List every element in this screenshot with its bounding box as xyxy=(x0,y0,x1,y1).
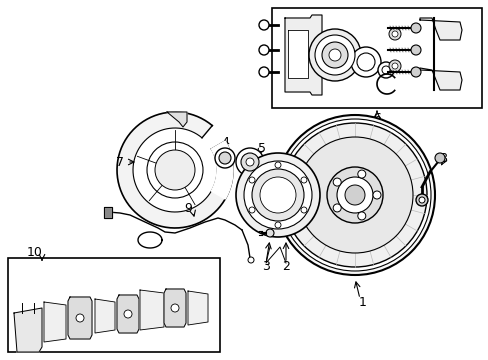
Circle shape xyxy=(410,67,420,77)
Circle shape xyxy=(377,62,393,78)
Circle shape xyxy=(391,31,397,37)
Polygon shape xyxy=(287,30,307,78)
Circle shape xyxy=(314,35,354,75)
Circle shape xyxy=(259,45,268,55)
Circle shape xyxy=(248,177,255,183)
Circle shape xyxy=(251,169,304,221)
Text: 10: 10 xyxy=(27,247,43,260)
Circle shape xyxy=(147,142,203,198)
Bar xyxy=(271,8,481,108)
Circle shape xyxy=(171,304,179,312)
Polygon shape xyxy=(167,112,186,127)
Circle shape xyxy=(76,314,84,322)
Polygon shape xyxy=(419,68,461,90)
Circle shape xyxy=(274,115,434,275)
Circle shape xyxy=(155,150,195,190)
Polygon shape xyxy=(187,291,207,325)
Circle shape xyxy=(321,42,347,68)
Text: 6: 6 xyxy=(372,112,380,125)
Circle shape xyxy=(388,60,400,72)
Circle shape xyxy=(274,162,281,168)
Text: 9: 9 xyxy=(183,202,192,215)
Circle shape xyxy=(372,191,380,199)
Circle shape xyxy=(357,212,365,220)
Circle shape xyxy=(215,148,235,168)
Circle shape xyxy=(350,47,380,77)
Circle shape xyxy=(296,137,412,253)
Circle shape xyxy=(356,53,374,71)
Text: 4: 4 xyxy=(221,135,228,149)
Circle shape xyxy=(241,153,259,171)
Polygon shape xyxy=(44,302,66,342)
Polygon shape xyxy=(14,308,42,352)
Polygon shape xyxy=(95,299,115,333)
Polygon shape xyxy=(140,290,163,330)
Polygon shape xyxy=(285,15,321,95)
Circle shape xyxy=(336,177,372,213)
Circle shape xyxy=(124,310,132,318)
Polygon shape xyxy=(163,289,185,327)
Circle shape xyxy=(274,222,281,228)
Circle shape xyxy=(279,119,430,271)
Circle shape xyxy=(236,153,319,237)
Text: 7: 7 xyxy=(116,156,124,168)
Polygon shape xyxy=(117,112,232,228)
Polygon shape xyxy=(117,295,139,333)
Circle shape xyxy=(410,23,420,33)
Polygon shape xyxy=(68,297,92,339)
Text: 2: 2 xyxy=(282,261,289,274)
Circle shape xyxy=(236,148,264,176)
Circle shape xyxy=(434,153,444,163)
Circle shape xyxy=(219,152,230,164)
Circle shape xyxy=(248,207,255,213)
Circle shape xyxy=(391,63,397,69)
Circle shape xyxy=(410,45,420,55)
Circle shape xyxy=(381,66,389,74)
Circle shape xyxy=(247,257,253,263)
Text: 3: 3 xyxy=(262,261,269,274)
Circle shape xyxy=(265,229,273,237)
Text: 8: 8 xyxy=(438,152,446,165)
Circle shape xyxy=(260,177,295,213)
Circle shape xyxy=(308,29,360,81)
Circle shape xyxy=(283,123,426,267)
Bar xyxy=(8,258,220,352)
Circle shape xyxy=(301,207,306,213)
Circle shape xyxy=(259,20,268,30)
Circle shape xyxy=(332,178,341,186)
Circle shape xyxy=(345,185,364,205)
Circle shape xyxy=(357,170,365,178)
Circle shape xyxy=(245,158,253,166)
Circle shape xyxy=(259,67,268,77)
Circle shape xyxy=(418,197,424,203)
Circle shape xyxy=(415,194,427,206)
Circle shape xyxy=(328,49,340,61)
Text: 5: 5 xyxy=(258,141,265,154)
Polygon shape xyxy=(419,18,461,40)
Polygon shape xyxy=(104,207,112,218)
Circle shape xyxy=(301,177,306,183)
Circle shape xyxy=(332,204,341,212)
Circle shape xyxy=(388,28,400,40)
Circle shape xyxy=(326,167,382,223)
Text: 1: 1 xyxy=(358,297,366,310)
Circle shape xyxy=(244,161,311,229)
Polygon shape xyxy=(211,141,232,199)
